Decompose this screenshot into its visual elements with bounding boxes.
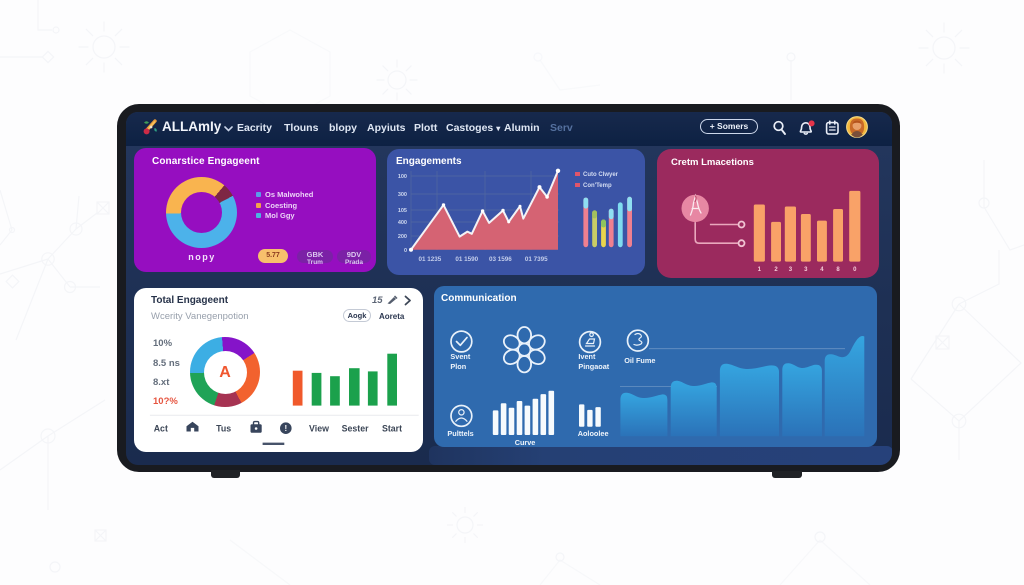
svg-text:01 7395: 01 7395 xyxy=(525,256,548,263)
svg-text:!: ! xyxy=(284,424,287,433)
svg-text:Svent: Svent xyxy=(450,352,470,361)
svg-text:0: 0 xyxy=(853,267,857,273)
svg-text:8: 8 xyxy=(836,267,840,273)
svg-text:3: 3 xyxy=(804,267,808,273)
svg-text:Curve: Curve xyxy=(515,438,536,447)
svg-text:105: 105 xyxy=(398,208,407,214)
svg-text:View: View xyxy=(309,424,329,434)
svg-text:Oil Fume: Oil Fume xyxy=(624,356,655,365)
svg-text:300: 300 xyxy=(398,192,407,198)
svg-text:100: 100 xyxy=(398,174,407,180)
svg-text:2: 2 xyxy=(774,267,778,273)
svg-text:1: 1 xyxy=(758,267,762,273)
svg-text:400: 400 xyxy=(398,220,407,226)
svg-text:Cuto Clwyer: Cuto Clwyer xyxy=(583,172,619,178)
svg-text:Ivent: Ivent xyxy=(578,352,596,361)
svg-text:3: 3 xyxy=(789,267,793,273)
svg-text:Act: Act xyxy=(154,424,168,434)
svg-text:Plon: Plon xyxy=(450,362,466,371)
svg-text:200: 200 xyxy=(398,234,407,240)
svg-text:03 1596: 03 1596 xyxy=(489,256,512,263)
svg-text:4: 4 xyxy=(820,267,824,273)
svg-text:0: 0 xyxy=(404,248,407,254)
svg-text:Start: Start xyxy=(382,424,402,434)
svg-text:Pingaoat: Pingaoat xyxy=(578,362,609,371)
svg-text:Con'Temp: Con'Temp xyxy=(583,183,612,189)
svg-text:Pulttels: Pulttels xyxy=(447,429,473,438)
svg-text:Sester: Sester xyxy=(342,424,369,434)
svg-text:Tus: Tus xyxy=(216,424,231,434)
svg-text:01 1235: 01 1235 xyxy=(419,256,442,263)
svg-text:01 1590: 01 1590 xyxy=(455,256,478,263)
svg-text:Aoloolee: Aoloolee xyxy=(578,429,609,438)
